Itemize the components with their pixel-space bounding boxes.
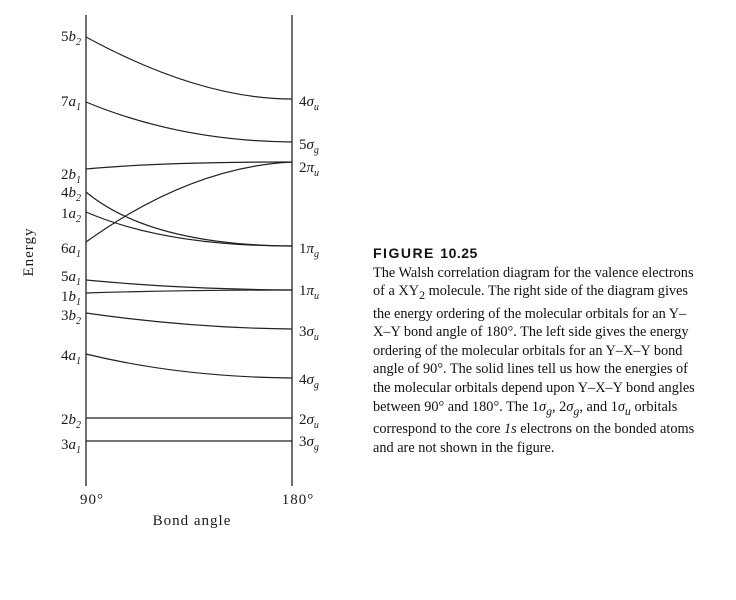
orbital-label-6a1: 6a1: [61, 241, 81, 260]
caption-sub-2: 2: [419, 288, 426, 303]
x-axis-label: Bond angle: [153, 513, 232, 529]
orbital-label-3b2: 3b2: [61, 308, 81, 327]
orbital-label-1a2: 1a2: [61, 206, 81, 225]
correlation-line-1a2-1pg: [85, 211, 293, 247]
correlation-line-5b2-4su: [85, 36, 293, 100]
orbital-label-5a1: 5a1: [61, 269, 81, 288]
orbital-label-4sg: 4σg: [299, 372, 319, 391]
orbital-label-2pu: 2πu: [299, 160, 319, 179]
correlation-line-5a1-1pu: [85, 279, 293, 291]
orbital-label-1b1: 1b1: [61, 289, 81, 308]
caption-figure-number: 10.25: [440, 245, 478, 261]
caption-text-4: , and 1: [579, 398, 618, 415]
caption-sigma-3: σ: [617, 398, 625, 415]
correlation-line-3b2-3su: [85, 312, 293, 330]
caption-text-1s: 1s: [504, 421, 517, 438]
correlation-line-4b2-1pg: [85, 191, 293, 247]
orbital-label-1pg: 1πg: [299, 241, 319, 260]
correlation-line-1b1-1pu: [85, 289, 293, 294]
caption-sub-g-1: g: [546, 403, 553, 418]
caption-text-6: electrons on the bonded atoms and are no…: [373, 421, 695, 456]
caption-text-1: The Walsh correlation diagram for the va…: [373, 264, 694, 300]
orbital-label-4su: 4σu: [299, 94, 319, 113]
orbital-label-7a1: 7a1: [61, 94, 81, 113]
figure-caption: FIGURE 10.25 The Walsh correlation diagr…: [373, 244, 703, 457]
caption-text-5: orbitals correspond to the core: [373, 398, 678, 438]
correlation-curves: [85, 36, 293, 442]
orbital-label-4a1: 4a1: [61, 348, 81, 367]
caption-sigma-1: σ: [539, 398, 547, 415]
orbital-label-3su: 3σu: [299, 324, 319, 343]
orbital-label-2b1: 2b1: [61, 167, 81, 186]
orbital-label-1pu: 1πu: [299, 283, 319, 302]
right-orbital-labels: 4σu 5σg 2πu 1πg 1πu 3σu 4σg 2σu 3σg: [299, 94, 319, 453]
caption-figure-word: FIGURE: [373, 245, 435, 261]
orbital-label-5b2: 5b2: [61, 29, 81, 48]
x-tick-right: 180°: [282, 492, 315, 508]
correlation-line-7a1-5sg: [85, 101, 293, 143]
orbital-label-3sg: 3σg: [299, 434, 319, 453]
orbital-label-5sg: 5σg: [299, 137, 319, 156]
orbital-label-2b2: 2b2: [61, 412, 81, 431]
correlation-line-2b1-2pu: [85, 161, 293, 170]
caption-body: The Walsh correlation diagram for the va…: [373, 264, 703, 458]
y-axis-label: Energy: [21, 227, 37, 276]
correlation-line-4a1-4sg: [85, 353, 293, 379]
caption-sub-u: u: [624, 403, 631, 418]
orbital-label-4b2: 4b2: [61, 185, 81, 204]
caption-sigma-2: σ: [566, 398, 574, 415]
correlation-line-6a1-2pu: [85, 161, 293, 243]
orbital-label-3a1: 3a1: [61, 437, 81, 456]
caption-title: FIGURE 10.25: [373, 244, 703, 263]
x-tick-left: 90°: [80, 492, 104, 508]
caption-text-2: molecule. The right side of the diagram …: [373, 283, 695, 415]
orbital-label-2su: 2σu: [299, 412, 319, 431]
caption-text-3: , 2: [552, 398, 567, 415]
caption-sub-g-2: g: [573, 403, 580, 418]
